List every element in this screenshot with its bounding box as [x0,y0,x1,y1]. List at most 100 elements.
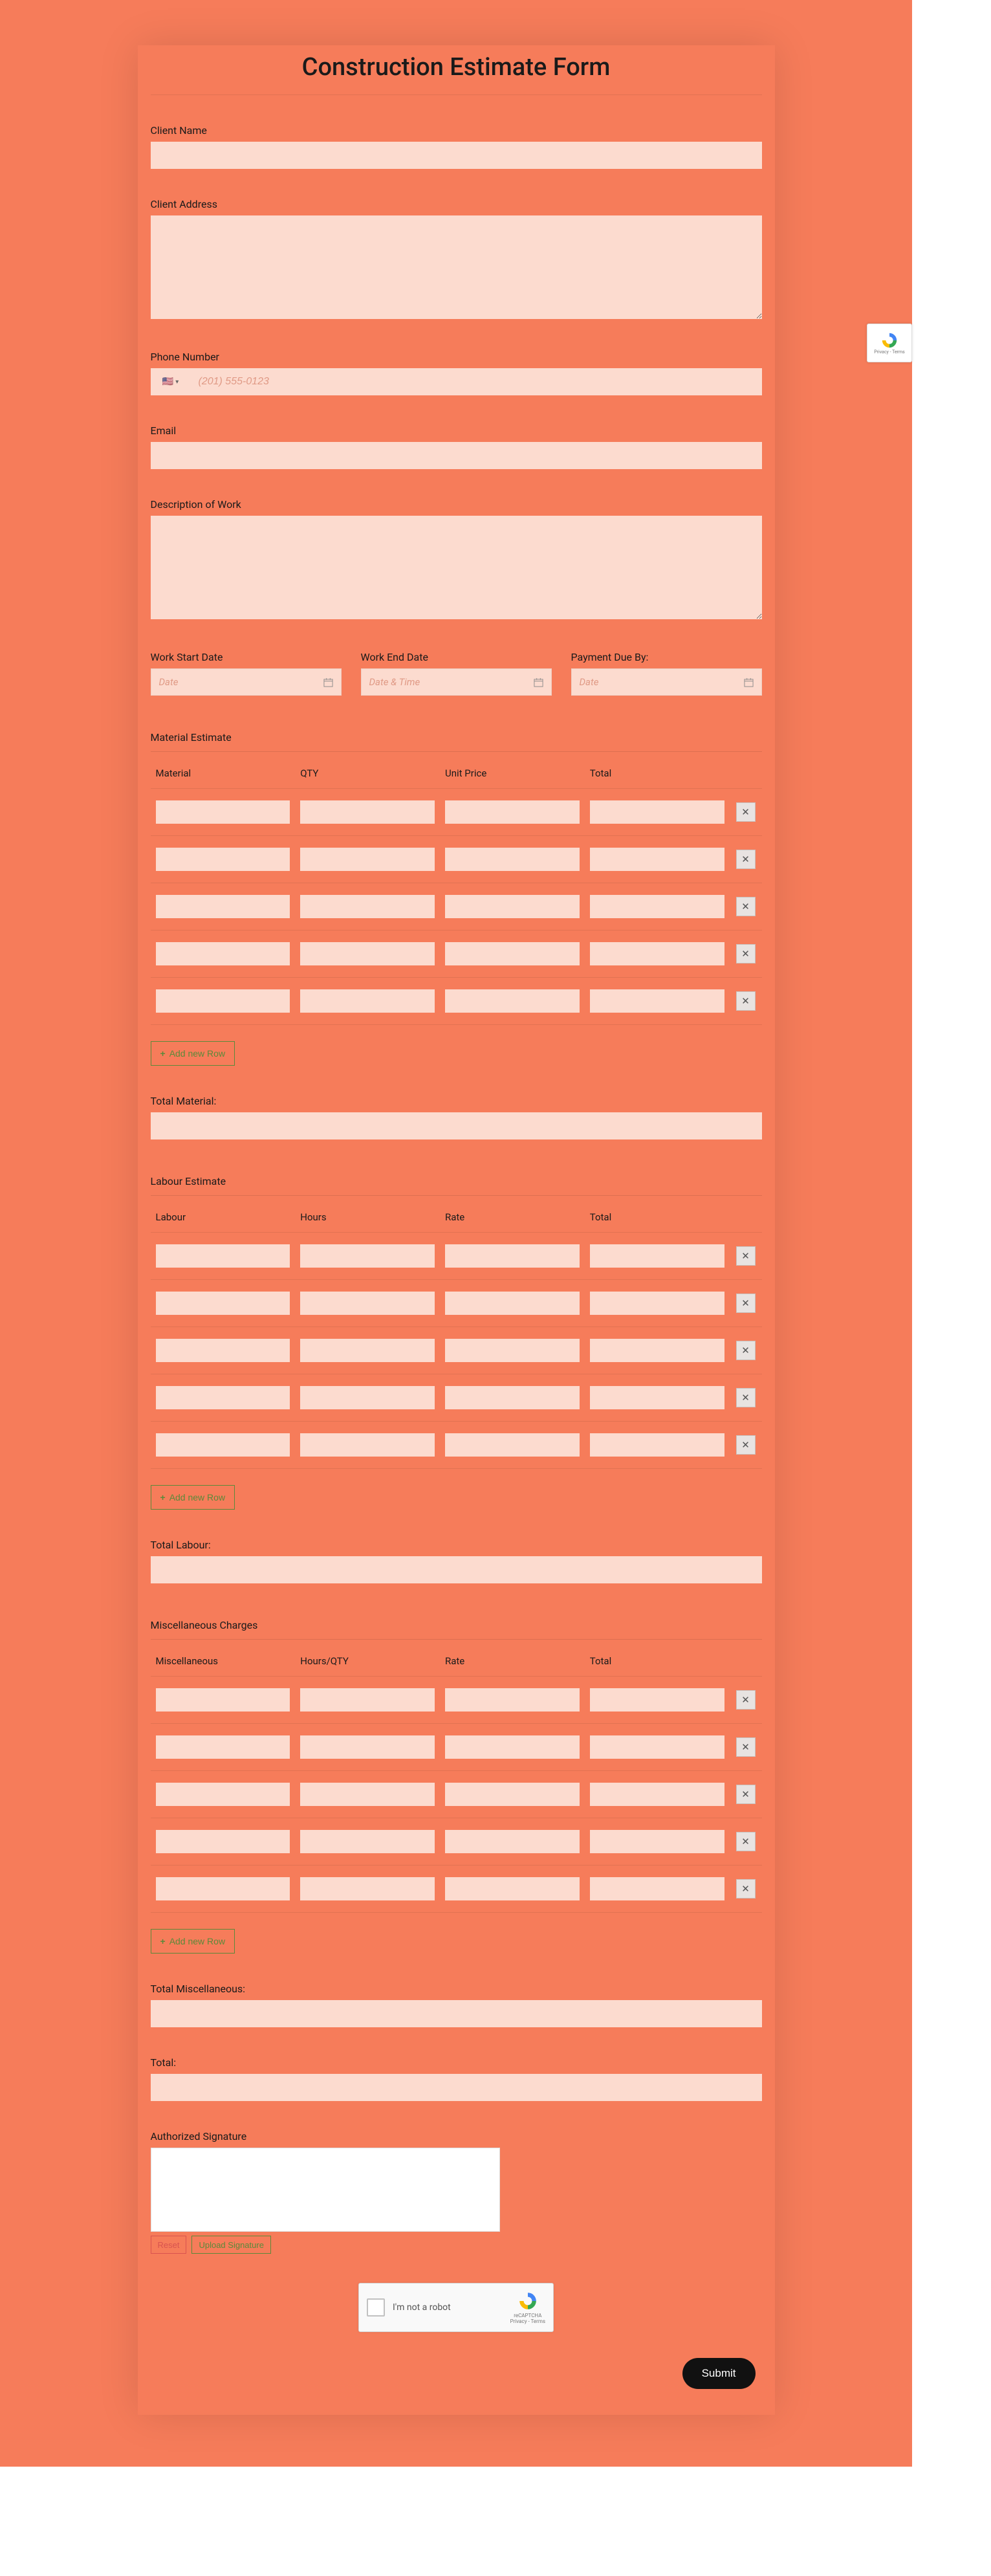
table-cell-input[interactable] [300,895,435,918]
phone-input[interactable] [191,368,762,395]
table-cell-input[interactable] [445,1688,580,1712]
table-cell-input[interactable] [300,1292,435,1315]
table-cell-input[interactable] [300,942,435,965]
table-cell-input[interactable] [300,1386,435,1409]
delete-row-button[interactable]: ✕ [736,944,756,963]
total-labour-input[interactable] [151,1556,762,1583]
table-cell-input[interactable] [590,1433,724,1457]
recaptcha-checkbox[interactable] [367,2298,385,2317]
delete-row-button[interactable]: ✕ [736,991,756,1011]
delete-row-button[interactable]: ✕ [736,1246,756,1266]
table-cell-input[interactable] [156,989,290,1013]
table-cell-input[interactable] [300,800,435,824]
table-cell-input[interactable] [445,1386,580,1409]
delete-row-button[interactable]: ✕ [736,897,756,916]
labour-add-row-button[interactable]: +Add new Row [151,1485,235,1510]
client-address-input[interactable] [151,215,762,319]
delete-row-button[interactable]: ✕ [736,1785,756,1804]
table-cell-input[interactable] [590,800,724,824]
table-cell-input[interactable] [156,1688,290,1712]
table-cell-input[interactable] [156,1877,290,1900]
table-cell-input[interactable] [445,848,580,871]
delete-row-button[interactable]: ✕ [736,1388,756,1407]
table-cell-input[interactable] [590,989,724,1013]
signature-upload-button[interactable]: Upload Signature [191,2236,270,2254]
work-end-input[interactable]: Date & Time [361,668,552,696]
table-cell-input[interactable] [156,942,290,965]
table-cell-input[interactable] [156,1783,290,1806]
phone-country-select[interactable]: 🇺🇸 ▾ [151,368,191,395]
table-cell-input[interactable] [300,1244,435,1268]
table-cell-input[interactable] [590,848,724,871]
delete-row-button[interactable]: ✕ [736,850,756,869]
table-cell-input[interactable] [590,1688,724,1712]
signature-pad[interactable] [151,2148,500,2232]
table-cell-input[interactable] [590,1292,724,1315]
table-cell-input[interactable] [590,1339,724,1362]
material-add-row-button[interactable]: +Add new Row [151,1041,235,1066]
table-cell-input[interactable] [300,1783,435,1806]
table-cell-input[interactable] [156,848,290,871]
delete-row-button[interactable]: ✕ [736,1690,756,1710]
table-cell-input[interactable] [300,1339,435,1362]
table-cell-input[interactable] [590,1386,724,1409]
payment-due-input[interactable]: Date [571,668,762,696]
table-cell-input[interactable] [445,1783,580,1806]
client-name-input[interactable] [151,142,762,169]
table-row: ✕ [151,1327,762,1374]
table-cell-input[interactable] [156,1292,290,1315]
table-cell-input[interactable] [445,942,580,965]
table-column-header: Hours/QTY [295,1655,440,1667]
total-material-input[interactable] [151,1112,762,1139]
description-input[interactable] [151,516,762,619]
misc-add-row-button[interactable]: +Add new Row [151,1929,235,1954]
email-input[interactable] [151,442,762,469]
table-cell-input[interactable] [300,1735,435,1759]
table-cell-input[interactable] [590,1244,724,1268]
table-cell-input[interactable] [300,1877,435,1900]
table-cell-input[interactable] [590,1735,724,1759]
table-cell-input[interactable] [300,989,435,1013]
table-cell-input[interactable] [445,1830,580,1853]
table-cell-input[interactable] [156,895,290,918]
table-cell-input[interactable] [445,1433,580,1457]
table-cell-input[interactable] [156,1244,290,1268]
table-cell-input[interactable] [300,1688,435,1712]
table-cell-input[interactable] [156,1433,290,1457]
table-cell-input[interactable] [590,895,724,918]
table-cell-input[interactable] [445,1244,580,1268]
recaptcha-widget[interactable]: I'm not a robot reCAPTCHA Privacy - Term… [358,2283,554,2332]
table-cell-input[interactable] [590,1783,724,1806]
submit-button[interactable]: Submit [682,2358,756,2389]
table-cell-input[interactable] [445,1339,580,1362]
table-cell-input[interactable] [156,800,290,824]
table-cell-input[interactable] [445,1735,580,1759]
table-cell-input[interactable] [156,1386,290,1409]
delete-row-button[interactable]: ✕ [736,1294,756,1313]
delete-row-button[interactable]: ✕ [736,1341,756,1360]
table-cell-input[interactable] [445,1877,580,1900]
table-row: ✕ [151,789,762,836]
table-cell-input[interactable] [445,989,580,1013]
table-cell-input[interactable] [300,848,435,871]
table-cell-input[interactable] [590,1830,724,1853]
table-cell-input[interactable] [590,942,724,965]
table-cell-input[interactable] [156,1830,290,1853]
work-start-input[interactable]: Date [151,668,342,696]
delete-row-button[interactable]: ✕ [736,1435,756,1455]
table-cell-input[interactable] [445,800,580,824]
table-cell-input[interactable] [590,1877,724,1900]
delete-row-button[interactable]: ✕ [736,1879,756,1899]
delete-row-button[interactable]: ✕ [736,802,756,822]
delete-row-button[interactable]: ✕ [736,1737,756,1757]
table-cell-input[interactable] [300,1433,435,1457]
table-cell-input[interactable] [156,1339,290,1362]
table-cell-input[interactable] [300,1830,435,1853]
table-cell-input[interactable] [445,895,580,918]
grand-total-input[interactable] [151,2074,762,2101]
delete-row-button[interactable]: ✕ [736,1832,756,1851]
total-misc-input[interactable] [151,2000,762,2027]
table-cell-input[interactable] [156,1735,290,1759]
table-cell-input[interactable] [445,1292,580,1315]
signature-reset-button[interactable]: Reset [151,2236,187,2254]
